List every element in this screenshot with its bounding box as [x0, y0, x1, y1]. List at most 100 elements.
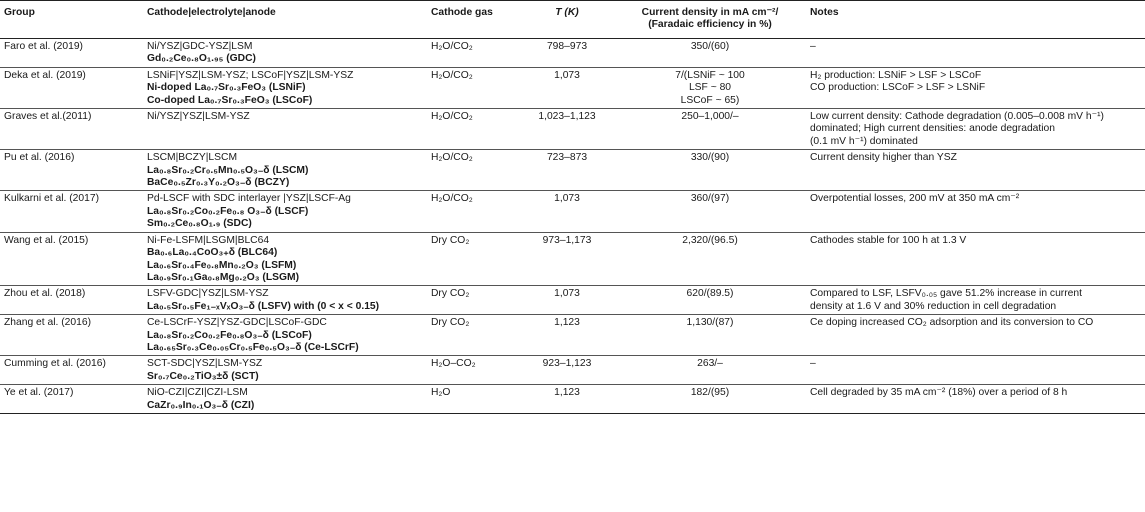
note-line: Low current density: Cathode degradation…: [810, 111, 1104, 123]
header-current-density-line1: Current density in mA cm⁻²/: [641, 7, 779, 18]
cell-notes: H₂ production: LSNiF > LSF > LSCoF CO pro…: [806, 67, 1145, 110]
note-line: Cell degraded by 35 mA cm⁻² (18%) over a…: [810, 387, 1068, 399]
table-row: Zhou et al. (2018) LSFV-GDC|YSZ|LSM-YSZ La…: [0, 285, 1145, 316]
current-density-line: 7/(LSNiF ~ 100: [675, 69, 745, 81]
note-line: Ce doping increased CO₂ adsorption and i…: [810, 317, 1094, 329]
cell-current-density: 7/(LSNiF ~ 100 LSF ~ 80 LSCoF ~ 65): [614, 67, 806, 110]
material-formula: La₀.₅Sr₀.₅Fe₁₋ₓVₓO₃₋δ (LSFV) with (0 < x…: [147, 300, 380, 312]
cell-group: Deka et al. (2019): [0, 67, 143, 110]
material-formula: La₀.₆Sr₀.₄Fe₀.₈Mn₀.₂O₃ (LSFM): [147, 259, 297, 271]
cell-stack: Pd-LSCF with SDC interlayer |YSZ|LSCF-Ag: [147, 193, 351, 205]
cell-cathode-gas: Dry CO₂: [427, 232, 520, 287]
cell-current-density: 360/(97): [614, 190, 806, 233]
material-formula: Co-doped La₀.₇Sr₀.₃FeO₃ (LSCoF): [147, 94, 313, 106]
note-line: Compared to LSF, LSFV₀.₀₅ gave 51.2% inc…: [810, 288, 1082, 300]
cell-stack: LSNiF|YSZ|LSM-YSZ; LSCoF|YSZ|LSM-YSZ: [147, 69, 354, 81]
table-row: Wang et al. (2015) Ni-Fe-LSFM|LSGM|BLC64 B…: [0, 232, 1145, 287]
cell-current-density: 250–1,000/–: [614, 108, 806, 151]
header-temperature: T (K): [520, 0, 614, 39]
note-line: dominated; High current densities: anode…: [810, 123, 1055, 135]
cell-temperature: 1,023–1,123: [520, 108, 614, 151]
cell-configuration: Ni-Fe-LSFM|LSGM|BLC64 Ba₀.₆La₀.₄CoO₃₊δ (B…: [143, 232, 427, 287]
note-line: Current density higher than YSZ: [810, 152, 957, 164]
cell-current-density: 182/(95): [614, 384, 806, 414]
material-formula: Gd₀.₂Ce₀.₈O₁.₉₅ (GDC): [147, 53, 256, 65]
current-density-line: 350/(60): [690, 41, 730, 52]
cell-cathode-gas: H₂O/CO₂: [427, 67, 520, 110]
cell-notes: –: [806, 38, 1145, 68]
cell-temperature: 1,073: [520, 67, 614, 110]
cell-group: Cumming et al. (2016): [0, 355, 143, 386]
cell-configuration: LSFV-GDC|YSZ|LSM-YSZ La₀.₅Sr₀.₅Fe₁₋ₓVₓO₃₋…: [143, 285, 427, 316]
note-line: (0.1 mV h⁻¹) dominated: [810, 135, 918, 147]
cell-temperature: 1,073: [520, 285, 614, 316]
current-density-line: 360/(97): [690, 193, 730, 205]
material-formula: Ba₀.₆La₀.₄CoO₃₊δ (BLC64): [147, 247, 278, 259]
table-row: Cumming et al. (2016) SCT-SDC|YSZ|LSM-YSZ…: [0, 355, 1145, 386]
cell-configuration: Ni/YSZ|GDC-YSZ|LSM Gd₀.₂Ce₀.₈O₁.₉₅ (GDC): [143, 38, 427, 68]
cell-current-density: 350/(60): [614, 38, 806, 68]
cell-configuration: Ce-LSCrF-YSZ|YSZ-GDC|LSCoF-GDC La₀.₈Sr₀.₂…: [143, 314, 427, 357]
cell-notes: Ce doping increased CO₂ adsorption and i…: [806, 314, 1145, 357]
table-row: Zhang et al. (2016) Ce-LSCrF-YSZ|YSZ-GDC|…: [0, 314, 1145, 357]
cell-group: Faro et al. (2019): [0, 38, 143, 68]
cell-configuration: SCT-SDC|YSZ|LSM-YSZ Sr₀.₇Ce₀.₂TiO₃±δ (SCT…: [143, 355, 427, 386]
cell-stack: Ni/YSZ|GDC-YSZ|LSM: [147, 41, 253, 52]
header-notes: Notes: [806, 0, 1145, 39]
material-formula: CaZr₀.₉In₀.₁O₃₋δ (CZI): [147, 399, 255, 411]
cell-cathode-gas: H₂O/CO₂: [427, 38, 520, 68]
cell-temperature: 1,073: [520, 190, 614, 233]
current-density-line: 330/(90): [690, 152, 730, 164]
note-line: density at 1.6 V and 30% reduction in ce…: [810, 300, 1057, 312]
material-formula: Ni-doped La₀.₇Sr₀.₃FeO₃ (LSNiF): [147, 82, 306, 94]
cell-stack: Ce-LSCrF-YSZ|YSZ-GDC|LSCoF-GDC: [147, 317, 327, 329]
header-cell-config: Cathode|electrolyte|anode: [143, 0, 427, 39]
material-formula: La₀.₉Sr₀.₁Ga₀.₈Mg₀.₂O₃ (LSGM): [147, 271, 300, 283]
cell-cathode-gas: H₂O: [427, 384, 520, 414]
cell-group: Graves et al.(2011): [0, 108, 143, 151]
cell-configuration: LSNiF|YSZ|LSM-YSZ; LSCoF|YSZ|LSM-YSZ Ni-d…: [143, 67, 427, 110]
cell-temperature: 1,123: [520, 384, 614, 414]
cell-temperature: 798–973: [520, 38, 614, 68]
cell-cathode-gas: Dry CO₂: [427, 285, 520, 316]
cell-current-density: 263/–: [614, 355, 806, 386]
cell-stack: LSFV-GDC|YSZ|LSM-YSZ: [147, 288, 269, 300]
cell-group: Zhang et al. (2016): [0, 314, 143, 357]
cell-cathode-gas: H₂O/CO₂: [427, 190, 520, 233]
cell-stack: Ni-Fe-LSFM|LSGM|BLC64: [147, 234, 270, 246]
current-density-line: LSF ~ 80: [688, 82, 732, 94]
cell-current-density: 330/(90): [614, 149, 806, 192]
note-line: CO production: LSCoF > LSF > LSNiF: [810, 82, 986, 94]
cell-current-density: 620/(89.5): [614, 285, 806, 316]
cell-configuration: Ni/YSZ|YSZ|LSM-YSZ: [143, 108, 427, 151]
cell-notes: –: [806, 355, 1145, 386]
sofc-co2-electrolysis-table: Group Cathode|electrolyte|anode Cathode …: [0, 0, 1145, 414]
current-density-line: 620/(89.5): [686, 288, 734, 300]
note-line: Cathodes stable for 100 h at 1.3 V: [810, 234, 967, 246]
cell-configuration: LSCM|BCZY|LSCM La₀.₈Sr₀.₂Cr₀.₅Mn₀.₅O₃₋δ (…: [143, 149, 427, 192]
current-density-line: LSCoF ~ 65): [680, 94, 740, 106]
material-formula: Sr₀.₇Ce₀.₂TiO₃±δ (SCT): [147, 370, 259, 382]
cell-stack: LSCM|BCZY|LSCM: [147, 152, 238, 164]
material-formula: La₀.₈Sr₀.₂Co₀.₂Fe₀.₈O₃₋δ (LSCoF): [147, 329, 312, 341]
header-cathode-gas: Cathode gas: [427, 0, 520, 39]
cell-temperature: 973–1,173: [520, 232, 614, 287]
table-row: Graves et al.(2011) Ni/YSZ|YSZ|LSM-YSZ H₂O…: [0, 108, 1145, 151]
cell-notes: Overpotential losses, 200 mV at 350 mA c…: [806, 190, 1145, 233]
material-formula: La₀.₈Sr₀.₂Cr₀.₅Mn₀.₅O₃₋δ (LSCM): [147, 164, 309, 176]
cell-stack: NiO-CZI|CZI|CZI-LSM: [147, 387, 248, 399]
cell-group: Kulkarni et al. (2017): [0, 190, 143, 233]
cell-notes: Cell degraded by 35 mA cm⁻² (18%) over a…: [806, 384, 1145, 414]
cell-notes: Compared to LSF, LSFV₀.₀₅ gave 51.2% inc…: [806, 285, 1145, 316]
cell-group: Pu et al. (2016): [0, 149, 143, 192]
table-row: Deka et al. (2019) LSNiF|YSZ|LSM-YSZ; LSC…: [0, 67, 1145, 110]
cell-current-density: 2,320/(96.5): [614, 232, 806, 287]
table-row: Pu et al. (2016) LSCM|BCZY|LSCM La₀.₈Sr₀.₂…: [0, 149, 1145, 192]
material-formula: BaCe₀.₅Zr₀.₃Y₀.₂O₃₋δ (BCZY): [147, 177, 290, 189]
cell-group: Ye et al. (2017): [0, 384, 143, 414]
note-line: Overpotential losses, 200 mV at 350 mA c…: [810, 193, 1020, 205]
cell-cathode-gas: H₂O/CO₂: [427, 108, 520, 151]
current-density-line: 2,320/(96.5): [682, 234, 738, 246]
cell-current-density: 1,130/(87): [614, 314, 806, 357]
current-density-line: 250–1,000/–: [681, 111, 739, 123]
